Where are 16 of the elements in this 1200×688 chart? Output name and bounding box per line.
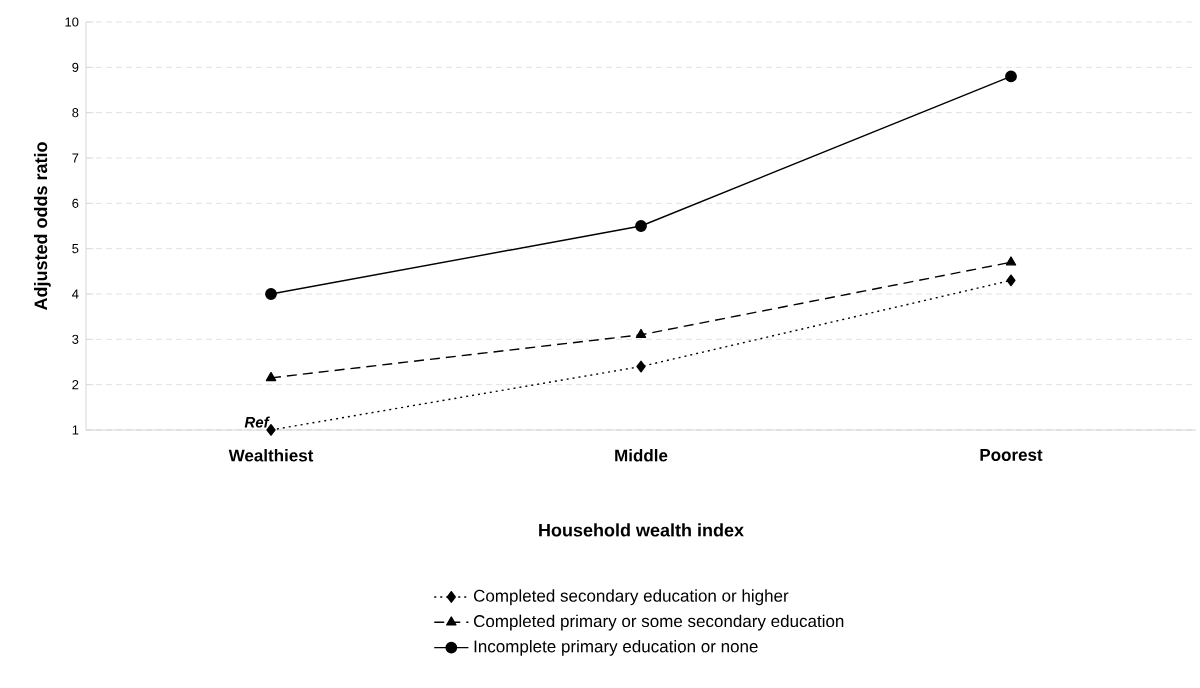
- x-tick-label: Middle: [615, 449, 668, 462]
- point: [265, 371, 277, 382]
- point: [1006, 274, 1016, 287]
- point: [1005, 70, 1017, 83]
- legend-label: Completed secondary education or higher: [473, 589, 789, 606]
- point: [1005, 256, 1017, 266]
- point: [636, 360, 646, 373]
- x-tick-label: Wealthiest: [228, 449, 314, 462]
- point: [265, 288, 277, 300]
- x-axis-title: Household wealth index: [539, 523, 744, 537]
- legend-label: Completed primary or some secondary education: [473, 614, 844, 631]
- legend-label: Incomplete primary education or none: [474, 639, 758, 656]
- x-tick-label: Poorest: [980, 449, 1043, 461]
- point: [635, 220, 647, 232]
- y-axis-title: Adjusted odds ratio: [33, 142, 51, 311]
- point: [635, 328, 647, 339]
